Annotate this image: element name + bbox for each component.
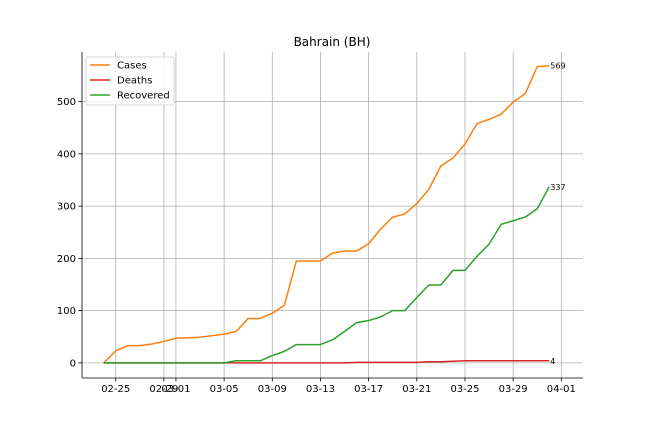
x-tick-label: 03-13 xyxy=(306,384,335,395)
x-tick-label: 03-17 xyxy=(354,384,383,395)
legend: Cases Deaths Recovered xyxy=(85,56,175,106)
axes xyxy=(81,52,583,379)
y-tick-label: 400 xyxy=(57,149,76,160)
y-tick-label: 200 xyxy=(57,254,76,265)
chart-title: Bahrain (BH) xyxy=(294,35,371,49)
legend-frame xyxy=(85,56,175,106)
x-tick-label: 03-01 xyxy=(161,384,190,395)
series-line-cases xyxy=(103,64,550,364)
x-tick-label: 04-01 xyxy=(547,384,576,395)
x-tick-label: 03-05 xyxy=(210,384,239,395)
x-tick-label: 02-25 xyxy=(101,384,130,395)
y-axis-ticks: 0 100 200 300 400 500 xyxy=(57,97,82,369)
series-lines xyxy=(103,64,550,364)
x-tick-label: 03-21 xyxy=(402,384,431,395)
x-tick-label: 02-29 xyxy=(149,384,178,395)
y-tick-label: 300 xyxy=(57,202,76,213)
end-label-deaths: 4 xyxy=(550,357,555,366)
x-tick-label: 03-29 xyxy=(499,384,528,395)
end-labels: 569 4 337 xyxy=(550,62,565,366)
end-label-recovered: 337 xyxy=(550,183,565,192)
series-line-recovered xyxy=(103,186,550,364)
y-tick-label: 100 xyxy=(57,306,76,317)
y-tick-label: 0 xyxy=(70,358,76,369)
legend-label-recovered: Recovered xyxy=(117,91,170,102)
legend-label-deaths: Deaths xyxy=(117,76,152,87)
y-tick-label: 500 xyxy=(57,97,76,108)
end-label-cases: 569 xyxy=(550,62,565,71)
x-tick-label: 03-09 xyxy=(258,384,287,395)
x-tick-label: 03-25 xyxy=(450,384,479,395)
legend-label-cases: Cases xyxy=(117,61,147,72)
